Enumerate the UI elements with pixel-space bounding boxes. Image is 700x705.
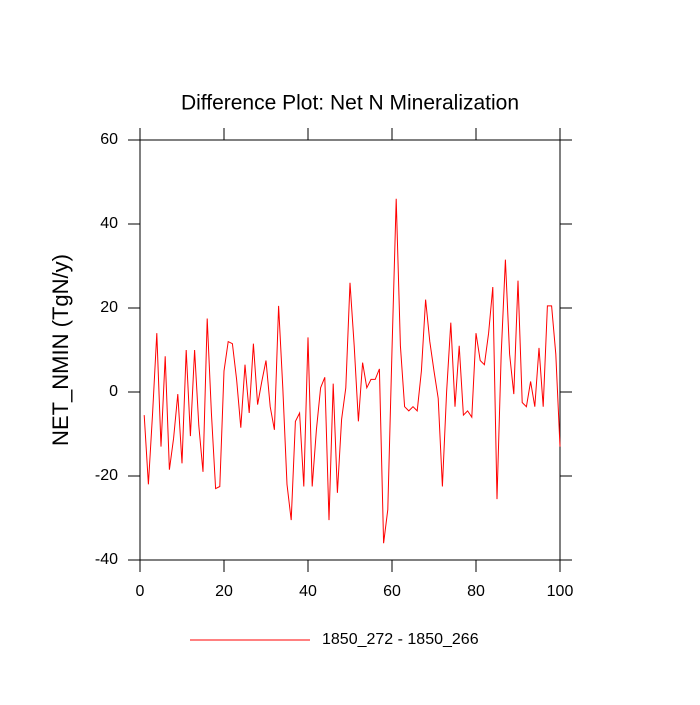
x-tick-label: 80 <box>467 583 485 600</box>
x-tick-label: 100 <box>547 583 574 600</box>
x-tick-label: 40 <box>299 583 317 600</box>
x-tick-label: 20 <box>215 583 233 600</box>
y-tick-label: -40 <box>95 551 118 568</box>
y-tick-label: 0 <box>109 383 118 400</box>
y-tick-label: -20 <box>95 467 118 484</box>
y-tick-label: 20 <box>100 299 118 316</box>
x-tick-label: 60 <box>383 583 401 600</box>
plot-frame <box>139 139 561 561</box>
legend-label: 1850_272 - 1850_266 <box>322 631 479 648</box>
y-tick-label: 40 <box>100 215 118 232</box>
y-axis-label: NET_NMIN (TgN/y) <box>48 254 73 446</box>
data-line <box>143 198 561 544</box>
x-tick-label: 0 <box>136 583 145 600</box>
y-tick-label: 60 <box>100 131 118 148</box>
chart-title: Difference Plot: Net N Mineralization <box>181 92 519 115</box>
